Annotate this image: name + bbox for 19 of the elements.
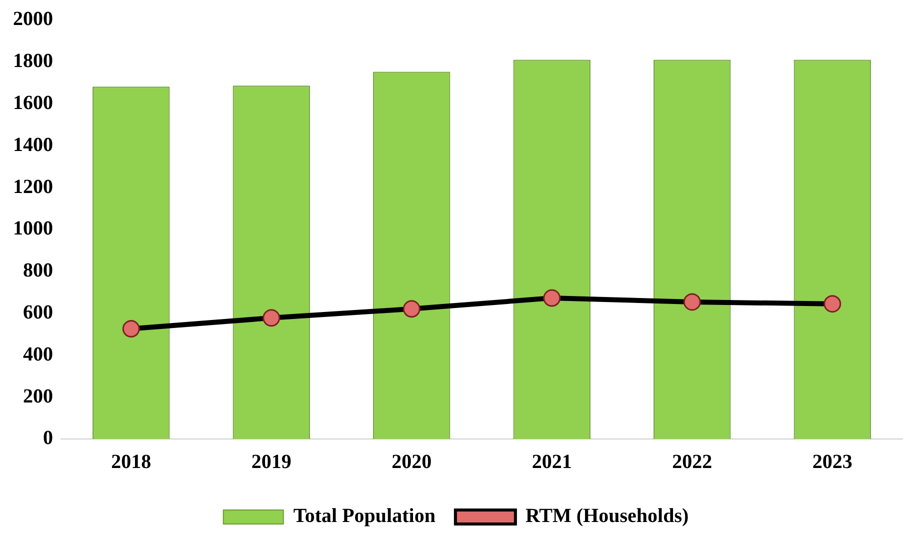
y-tick-label: 2000 <box>13 8 53 30</box>
x-tick-label: 2020 <box>392 451 432 474</box>
y-tick-label: 600 <box>23 301 53 324</box>
y-tick-label: 1600 <box>13 92 53 114</box>
x-tick-label: 2021 <box>532 451 572 474</box>
legend-label: RTM (Households) <box>525 505 689 528</box>
x-tick-label: 2018 <box>111 451 152 474</box>
y-tick-label: 1400 <box>13 134 53 156</box>
y-tick-label: 1800 <box>13 50 53 72</box>
y-tick-label: 200 <box>23 385 53 408</box>
x-tick-label: 2023 <box>812 451 852 474</box>
y-tick-label: 0 <box>43 427 53 450</box>
x-tick-label: 2022 <box>672 451 712 474</box>
y-tick-label: 400 <box>23 343 53 366</box>
legend-label: Total Population <box>293 505 436 528</box>
x-tick-label: 2019 <box>251 451 292 474</box>
y-tick-label: 1200 <box>13 176 53 198</box>
y-tick-label: 1000 <box>13 218 53 240</box>
y-tick-label: 800 <box>23 260 53 282</box>
